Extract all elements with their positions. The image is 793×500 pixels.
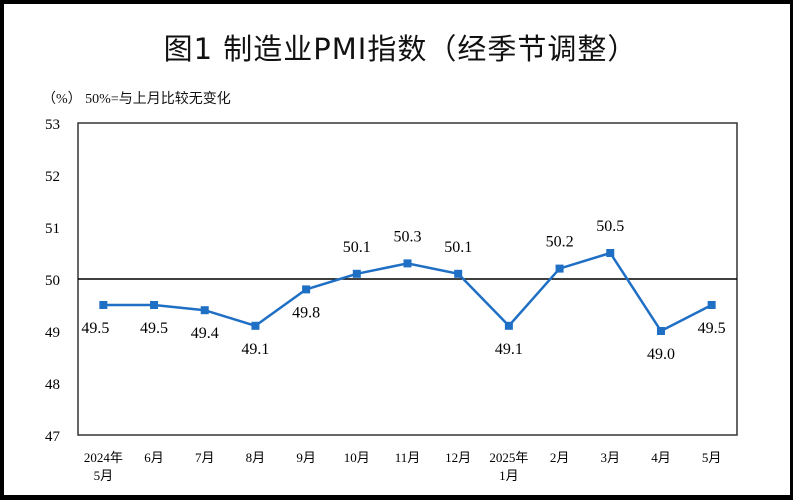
- y-tick-label: 53: [45, 117, 60, 133]
- data-label: 49.0: [647, 346, 675, 363]
- data-point: [656, 327, 665, 335]
- data-label: 49.4: [191, 325, 219, 342]
- x-tick-label: 8月: [246, 450, 266, 465]
- y-tick-label: 48: [45, 377, 60, 393]
- x-tick-label: 5月: [702, 450, 722, 465]
- x-tick-label: 11月: [395, 450, 421, 465]
- y-tick-label: 49: [45, 325, 60, 341]
- data-point: [555, 264, 564, 273]
- x-tick-label: 2月: [550, 450, 570, 465]
- x-tick-label: 4月: [651, 450, 671, 465]
- y-tick-label: 51: [45, 221, 60, 237]
- data-point: [352, 269, 361, 278]
- data-label: 49.1: [495, 341, 523, 358]
- data-point: [302, 285, 311, 294]
- data-label: 50.5: [596, 218, 624, 235]
- x-tick-label: 9月: [296, 450, 316, 465]
- data-point: [504, 321, 513, 330]
- data-label: 49.1: [241, 341, 269, 358]
- data-point: [251, 321, 260, 330]
- x-tick-label: 2025年: [489, 450, 528, 465]
- data-point: [150, 301, 159, 309]
- x-tick-label: 2024年: [84, 450, 123, 465]
- data-point: [454, 269, 463, 278]
- data-label: 49.5: [140, 320, 168, 337]
- data-label: 50.2: [546, 234, 574, 251]
- chart-subtitle: （%） 50%=与上月比较无变化: [42, 92, 231, 107]
- y-tick-label: 52: [45, 169, 60, 185]
- chart-title: 图1 制造业PMI指数（经季节调整）: [163, 32, 638, 66]
- data-point: [99, 301, 108, 309]
- data-label: 50.3: [394, 228, 422, 245]
- x-tick-label: 12月: [445, 450, 471, 465]
- data-label: 50.1: [444, 239, 472, 256]
- data-point: [403, 259, 412, 268]
- y-tick-label: 50: [45, 273, 60, 289]
- x-tick-label: 1月: [499, 468, 519, 483]
- data-point: [606, 249, 615, 257]
- data-label: 49.5: [81, 320, 109, 337]
- x-tick-label: 5月: [94, 468, 114, 483]
- data-label: 50.1: [343, 239, 371, 256]
- x-tick-label: 10月: [344, 450, 370, 465]
- data-label: 49.8: [292, 304, 320, 321]
- data-point: [707, 301, 716, 309]
- x-tick-label: 6月: [144, 450, 164, 465]
- x-tick-label: 7月: [195, 450, 215, 465]
- data-point: [200, 306, 209, 315]
- x-tick-label: 3月: [601, 450, 621, 465]
- data-label: 49.5: [698, 320, 726, 337]
- y-tick-label: 47: [45, 429, 61, 445]
